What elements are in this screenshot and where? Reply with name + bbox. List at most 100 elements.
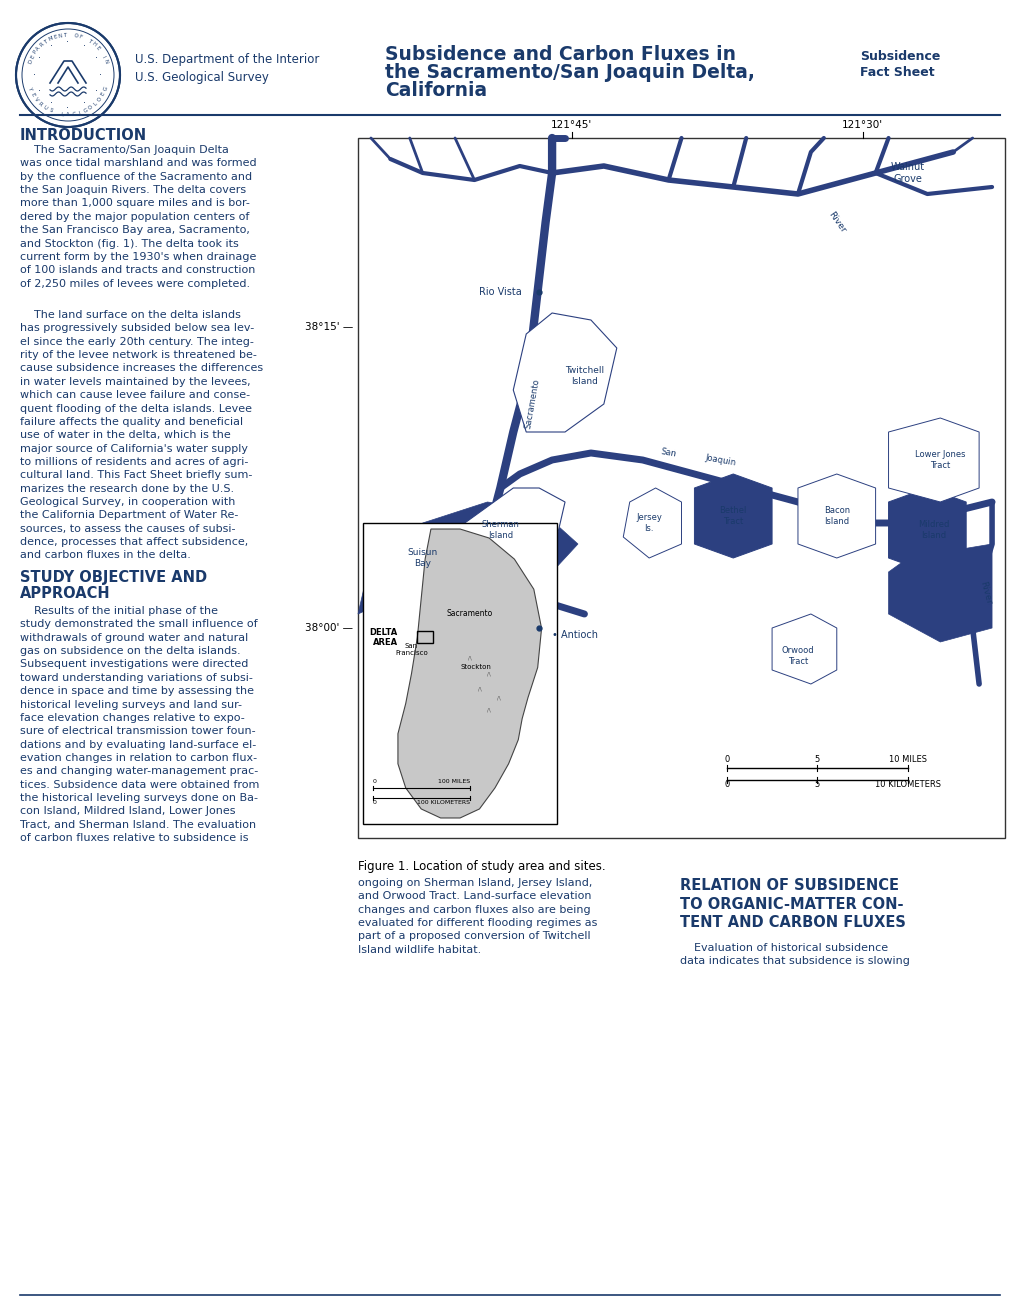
Text: 38°15' —: 38°15' — [305,322,353,332]
Text: U.S. Department of the Interior: U.S. Department of the Interior [135,54,319,67]
Text: Stockton: Stockton [460,665,490,670]
Text: 5: 5 [814,755,819,765]
Text: 121°30': 121°30' [842,120,882,130]
Text: I: I [78,111,82,116]
Text: T: T [87,38,93,45]
Text: Bethel
Tract: Bethel Tract [718,507,746,525]
Text: /\: /\ [468,655,471,661]
Text: E: E [53,34,58,39]
Text: ·: · [95,87,98,96]
Text: 100 MILES: 100 MILES [437,779,470,784]
Text: G: G [103,86,108,91]
Text: M: M [48,36,54,42]
Text: O: O [97,96,103,103]
Text: 5: 5 [814,780,819,790]
Text: ongoing on Sherman Island, Jersey Island,
and Orwood Tract. Land-surface elevati: ongoing on Sherman Island, Jersey Island… [358,878,597,955]
Text: ·: · [95,54,98,63]
Text: Subsidence and Carbon Fluxes in: Subsidence and Carbon Fluxes in [384,46,736,64]
Polygon shape [358,501,578,615]
Text: River: River [825,209,847,234]
Text: H: H [91,41,97,47]
Text: Y: Y [28,87,34,91]
Text: Suisun
Bay: Suisun Bay [408,549,437,567]
Text: Twitchell
Island: Twitchell Island [565,366,603,386]
Text: ·: · [100,70,102,80]
Text: California: California [384,82,487,100]
Text: 0: 0 [372,779,376,784]
Text: Rio Vista: Rio Vista [479,287,521,297]
Text: S: S [48,108,53,114]
Text: The land surface on the delta islands
has progressively subsided below sea lev-
: The land surface on the delta islands ha… [20,311,263,561]
Text: 10 KILOMETERS: 10 KILOMETERS [874,780,940,790]
Text: 38°00' —: 38°00' — [305,622,353,633]
Text: Sacramento: Sacramento [446,609,492,617]
Text: Lower Jones
Tract: Lower Jones Tract [914,450,965,470]
Text: R: R [38,101,44,107]
Text: F: F [78,34,83,39]
Polygon shape [797,474,874,558]
Text: ·: · [38,87,41,96]
Text: 121°45': 121°45' [550,120,592,130]
Text: Results of the initial phase of the
study demonstrated the small influence of
wi: Results of the initial phase of the stud… [20,605,259,844]
Text: 0: 0 [723,755,729,765]
Text: R: R [39,42,45,47]
Text: Walnut
Grove: Walnut Grove [890,162,924,184]
Text: E: E [30,54,36,59]
Text: 10 MILES: 10 MILES [889,755,926,765]
Text: /\: /\ [487,707,490,712]
Text: L: L [60,112,63,117]
Polygon shape [623,488,681,558]
Text: INTRODUCTION: INTRODUCTION [20,128,147,143]
Text: O: O [88,104,94,111]
Text: P: P [33,50,38,55]
Text: STUDY OBJECTIVE AND: STUDY OBJECTIVE AND [20,570,207,586]
Text: ·: · [38,54,41,63]
Text: ·: · [66,103,69,113]
Polygon shape [397,529,541,819]
Polygon shape [513,313,616,432]
Polygon shape [694,474,771,558]
Text: San: San [659,447,677,459]
Text: APPROACH: APPROACH [20,586,110,601]
Circle shape [16,22,120,128]
Text: Figure 1. Location of study area and sites.: Figure 1. Location of study area and sit… [358,859,605,873]
Text: San
Francisco: San Francisco [394,644,428,655]
Text: The Sacramento/San Joaquin Delta
was once tidal marshland and was formed
by the : The Sacramento/San Joaquin Delta was onc… [20,145,257,288]
Text: River: River [977,580,993,605]
Text: /\: /\ [487,671,490,676]
Text: G: G [83,108,89,114]
Polygon shape [454,488,565,572]
Text: T: T [63,33,67,38]
Text: ·: · [50,99,53,109]
Text: C: C [72,112,76,117]
Bar [417,632,433,644]
Text: I: I [101,55,106,58]
Text: ·: · [50,41,53,51]
Text: E: E [100,92,106,97]
Text: Fact Sheet: Fact Sheet [859,67,933,79]
Text: • Antioch: • Antioch [551,630,597,640]
Text: E: E [95,45,101,51]
Text: V: V [34,96,40,103]
Text: L: L [93,101,98,107]
Text: Bacon
Island: Bacon Island [823,507,849,525]
Text: 0: 0 [723,780,729,790]
Text: U: U [42,104,48,111]
Text: Jersey
Is.: Jersey Is. [636,513,661,533]
Text: O: O [73,33,78,38]
Text: T: T [44,38,49,45]
Text: Evaluation of historical subsidence
data indicates that subsidence is slowing: Evaluation of historical subsidence data… [680,944,909,966]
Text: Joaquin: Joaquin [703,453,736,467]
Bar [358,138,1004,838]
Text: Orwood
Tract: Orwood Tract [781,646,813,666]
Polygon shape [888,544,991,642]
Text: /\: /\ [477,686,481,691]
Polygon shape [888,418,978,501]
Text: DELTA
AREA: DELTA AREA [369,628,397,647]
Text: A: A [66,112,69,117]
Text: U.S. Geological Survey: U.S. Geological Survey [135,71,269,84]
Text: Sherman
Island: Sherman Island [481,520,519,540]
Text: Mildred
Island: Mildred Island [917,520,949,540]
Text: Sacramento: Sacramento [524,378,541,430]
Text: E: E [30,92,36,97]
